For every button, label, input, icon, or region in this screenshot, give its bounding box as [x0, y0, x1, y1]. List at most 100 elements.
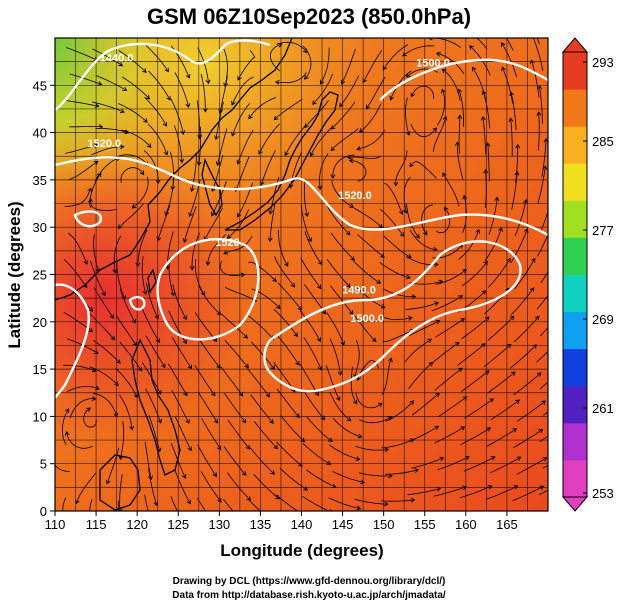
streamline-arrowhead: [270, 470, 275, 475]
streamline: [539, 381, 548, 390]
streamline-arrowhead: [460, 426, 466, 431]
streamline: [113, 235, 122, 273]
streamline: [217, 128, 228, 166]
colorbar-segment: [563, 200, 587, 238]
streamline: [339, 75, 360, 107]
streamline-arrowhead: [300, 437, 306, 443]
streamline-arrowhead: [164, 67, 169, 73]
streamline: [514, 258, 536, 290]
streamline: [249, 500, 261, 511]
streamline: [144, 441, 152, 480]
streamline: [435, 318, 465, 338]
streamline: [168, 257, 174, 296]
streamline-arrowhead: [435, 392, 440, 398]
contour-line-south: [263, 240, 522, 393]
streamline: [434, 426, 465, 444]
streamline: [221, 313, 248, 339]
streamline-arrowhead: [243, 334, 248, 339]
streamline: [366, 76, 386, 109]
streamline-arrowhead: [458, 367, 463, 373]
streamline: [476, 38, 488, 50]
streamline-arrowhead: [317, 185, 323, 191]
colorbar-tick-label: 293: [592, 55, 614, 70]
streamline-arrowhead: [346, 283, 351, 288]
streamline-arrowhead: [514, 170, 520, 176]
x-axis-label: Longitude (degrees): [220, 541, 383, 560]
streamline-arrowhead: [405, 130, 411, 136]
colorbar-segment: [563, 459, 587, 498]
streamline: [93, 339, 121, 364]
streamline-arrowhead: [180, 130, 186, 136]
streamline-arrowhead: [382, 65, 387, 71]
streamline-arrowhead: [442, 115, 448, 121]
streamline-arrowhead: [182, 238, 188, 244]
streamline-arrowhead: [137, 366, 142, 372]
streamline-arrowhead: [93, 349, 99, 354]
streamline-arrowhead: [120, 144, 125, 150]
streamline-arrowhead: [118, 455, 124, 461]
colorbar: 293 285 277 269 261 253: [561, 37, 614, 512]
streamline: [220, 366, 244, 397]
streamline-arrowhead: [340, 79, 346, 85]
streamline: [409, 229, 438, 251]
streamline: [121, 76, 150, 100]
streamline-arrowhead: [329, 508, 332, 511]
streamline-arrowhead: [458, 295, 464, 300]
streamline: [514, 199, 527, 237]
streamline: [410, 123, 437, 138]
streamline-arrowhead: [340, 341, 346, 346]
streamline-arrowhead: [284, 151, 289, 157]
streamline: [132, 176, 149, 209]
streamline-arrowhead: [434, 425, 440, 431]
streamline: [464, 398, 494, 419]
streamline-arrowhead: [483, 168, 489, 174]
streamline: [485, 169, 487, 208]
streamline: [55, 464, 70, 472]
streamline: [116, 262, 126, 300]
streamline-arrowhead: [83, 259, 88, 265]
streamline-arrowhead: [465, 455, 470, 461]
streamline: [144, 97, 167, 127]
streamline: [274, 256, 295, 288]
streamline: [320, 47, 330, 84]
streamline-arrowhead: [506, 343, 512, 349]
streamline-arrowhead: [268, 209, 274, 215]
contour-labels: 1440.0 1500.0 1520.0 1520.0 1520 1490.0 1500.0: [87, 53, 449, 325]
streamline-arrowhead: [405, 274, 411, 280]
streamline: [538, 112, 540, 151]
streamline: [144, 494, 149, 511]
streamline-arrowhead: [494, 196, 500, 202]
streamline: [352, 313, 377, 342]
streamline-arrowhead: [297, 305, 302, 311]
streamline: [67, 232, 88, 265]
streamline-arrowhead: [320, 415, 326, 421]
streamline: [191, 232, 200, 270]
colorbar-segments: [562, 51, 588, 498]
streamline-arrowhead: [258, 149, 263, 155]
streamline: [278, 229, 289, 267]
colorbar-tick-label: 285: [592, 134, 614, 149]
streamline-arrowhead: [480, 115, 486, 121]
y-tick-label: 10: [33, 409, 47, 424]
streamline: [246, 368, 270, 398]
streamline: [331, 179, 354, 208]
chart-title: GSM 06Z10Sep2023 (850.0hPa): [147, 4, 471, 29]
streamline-arrowhead: [304, 75, 309, 80]
credit-data: Data from http://database.rish.kyoto-u.a…: [172, 590, 446, 601]
streamline: [174, 469, 191, 504]
streamline: [379, 262, 411, 279]
streamline: [379, 209, 405, 237]
streamline: [63, 259, 88, 288]
contour-line-southwest: [55, 283, 90, 399]
streamline-arrowhead: [248, 114, 253, 120]
streamline: [258, 123, 280, 155]
streamline-arrowhead: [241, 471, 247, 476]
colorbar-tick-label: 261: [592, 401, 614, 416]
streamline-arrowhead: [365, 104, 371, 110]
height-contours: [55, 39, 548, 399]
streamline-arrowhead: [542, 165, 548, 170]
streamline: [66, 386, 100, 393]
streamline-arrowhead: [200, 291, 206, 297]
streamline-arrowhead: [541, 400, 546, 405]
streamline: [117, 500, 119, 511]
